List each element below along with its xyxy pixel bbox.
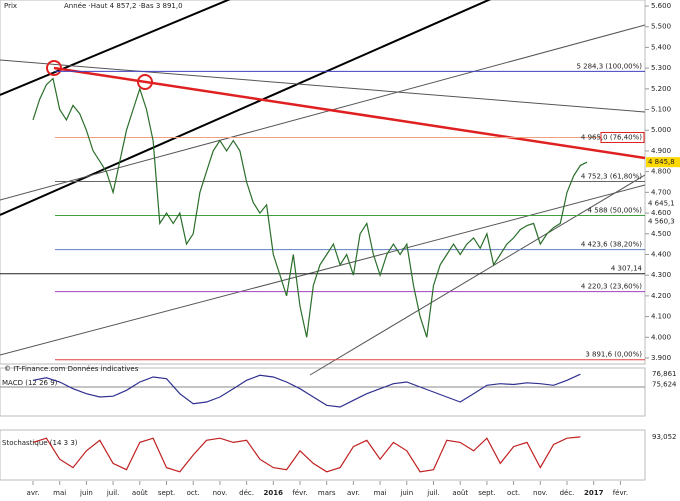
y-tick-label: 4.200 xyxy=(651,292,671,300)
x-tick-label: juil. xyxy=(426,489,440,497)
x-tick-label: 2016 xyxy=(264,489,284,497)
x-tick-label: févr. xyxy=(613,489,628,497)
price-tag xyxy=(646,216,680,227)
x-tick-label: juin xyxy=(79,489,93,497)
x-tick-label: oct. xyxy=(507,489,520,497)
stoch-line xyxy=(32,436,581,473)
x-tick-label: sept. xyxy=(478,489,495,497)
y-tick-label: 4.800 xyxy=(651,168,671,176)
y-tick-label: 3.900 xyxy=(651,354,671,362)
y-tick-label: 4.600 xyxy=(651,209,671,217)
x-tick-label: 2017 xyxy=(584,489,604,497)
x-tick-label: sept. xyxy=(158,489,175,497)
x-tick-label: nov. xyxy=(213,489,228,497)
y-tick-label: 5.500 xyxy=(651,23,671,31)
x-tick-label: juin xyxy=(399,489,413,497)
price-tag xyxy=(646,157,680,168)
stoch-panel xyxy=(0,429,646,481)
x-tick-label: mai xyxy=(374,489,387,497)
label-box xyxy=(600,131,645,143)
x-tick-label: avr. xyxy=(347,489,360,497)
x-tick-label: oct. xyxy=(187,489,200,497)
subheader: Année ·Haut 4 857,2 ·Bas 3 891,0 xyxy=(64,2,183,10)
x-tick-label: juil. xyxy=(106,489,120,497)
y-tick-label: 5.400 xyxy=(651,43,671,51)
y-tick-label: 4.000 xyxy=(651,333,671,341)
y-tick-label: 5.600 xyxy=(651,2,671,10)
x-tick-label: nov. xyxy=(533,489,548,497)
stoch-value-label: 93,052 xyxy=(652,433,677,441)
y-tick-label: 4.700 xyxy=(651,188,671,196)
trend-line xyxy=(0,24,646,201)
level-label: 5 284,3 (100,00%) xyxy=(576,62,642,70)
price-label: 4 560,3 xyxy=(648,217,675,225)
level-label: 4 588 (50,00%) xyxy=(588,207,643,215)
marker-circle xyxy=(137,74,153,90)
macd-value-label: 76,861 xyxy=(652,370,677,378)
y-tick-label: 4.100 xyxy=(651,313,671,321)
price-line xyxy=(32,77,588,338)
x-tick-label: août xyxy=(452,489,468,497)
price-label: 4 645,1 xyxy=(648,200,675,208)
footer: © IT-Finance.com Données indicatives xyxy=(4,365,139,373)
y-tick-label: 4.900 xyxy=(651,147,671,155)
trend-line xyxy=(0,59,646,113)
x-tick-label: avr. xyxy=(27,489,40,497)
y-tick-label: 4.500 xyxy=(651,230,671,238)
trend-line xyxy=(0,0,492,216)
level-label: 3 891,6 (0,00%) xyxy=(585,351,642,359)
x-tick-label: déc. xyxy=(560,489,575,497)
y-tick-label: 4.300 xyxy=(651,271,671,279)
level-label: 4 752,3 (61,80%) xyxy=(581,173,642,181)
macd-panel xyxy=(0,367,646,417)
price-tag xyxy=(646,198,680,209)
y-tick-label: 5.300 xyxy=(651,64,671,72)
trend-line xyxy=(0,184,646,356)
y-tick-label: 5.100 xyxy=(651,106,671,114)
x-tick-label: mars xyxy=(318,489,336,497)
price-label: 4 845,8 xyxy=(648,158,675,166)
header: Prix xyxy=(4,2,17,10)
x-tick-label: févr. xyxy=(292,489,307,497)
marker-circle xyxy=(46,60,62,76)
y-tick-label: 5.000 xyxy=(651,126,671,134)
level-label: 4 307,14 xyxy=(611,265,643,273)
x-tick-label: août xyxy=(132,489,148,497)
level-label: 4 220,3 (23,60%) xyxy=(581,283,642,291)
stoch-title: Stochastique (14 3 3) xyxy=(2,439,78,447)
level-label: 4 965,0 (76,40%) xyxy=(581,133,642,141)
macd-value-label: 75,624 xyxy=(652,380,677,388)
macd-line xyxy=(32,373,581,408)
macd-title: MACD (12 26 9) xyxy=(2,379,58,387)
level-label: 4 423,6 (38,20%) xyxy=(581,241,642,249)
x-tick-label: mai xyxy=(53,489,66,497)
y-tick-label: 4.400 xyxy=(651,250,671,258)
y-tick-label: 5.200 xyxy=(651,85,671,93)
trend-line xyxy=(0,0,231,96)
x-tick-label: déc. xyxy=(239,489,254,497)
trend-line xyxy=(309,174,646,376)
